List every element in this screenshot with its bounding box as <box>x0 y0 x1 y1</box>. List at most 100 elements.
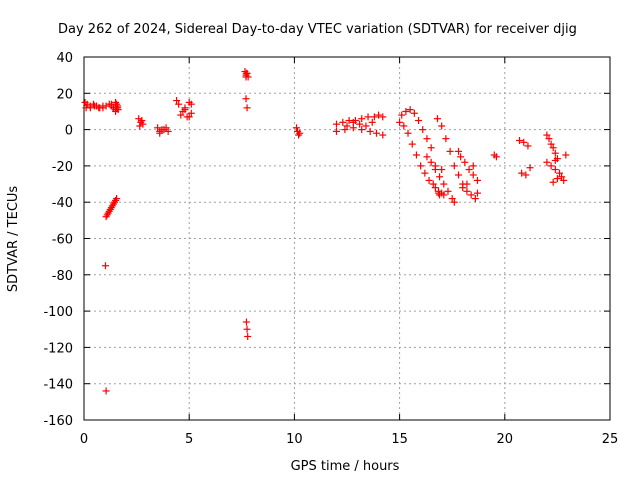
data-point <box>473 176 481 184</box>
data-point <box>99 104 107 112</box>
data-point <box>438 166 446 174</box>
data-point <box>402 107 410 115</box>
x-tick-label: 20 <box>497 432 514 447</box>
data-point <box>429 180 437 188</box>
data-point <box>408 140 416 148</box>
data-point <box>551 166 559 174</box>
y-tick-label: -100 <box>43 305 73 320</box>
data-point <box>114 104 122 112</box>
data-point <box>518 169 526 177</box>
data-point <box>242 69 250 77</box>
data-point <box>463 180 471 188</box>
data-point <box>438 122 446 130</box>
data-point <box>444 187 452 195</box>
y-tick-label: 40 <box>56 51 73 66</box>
data-point <box>551 149 559 157</box>
data-point <box>448 195 456 203</box>
x-tick-label: 0 <box>80 432 88 447</box>
data-point <box>431 166 439 174</box>
data-point <box>296 129 304 137</box>
data-point <box>372 129 380 137</box>
data-point <box>435 187 443 195</box>
x-axis-label: GPS time / hours <box>291 459 400 474</box>
y-tick-label: -20 <box>52 160 73 175</box>
data-point <box>459 184 467 192</box>
data-point <box>187 100 195 108</box>
data-point <box>543 158 551 166</box>
data-point <box>136 122 144 130</box>
x-tick-label: 10 <box>286 432 303 447</box>
data-point <box>455 171 463 179</box>
grid <box>84 57 610 420</box>
data-point <box>516 136 524 144</box>
data-point <box>463 187 471 195</box>
data-point <box>461 158 469 166</box>
data-point <box>427 158 435 166</box>
data-point <box>543 131 551 139</box>
data-point <box>154 124 162 132</box>
data-point <box>431 184 439 192</box>
data-point <box>358 126 366 134</box>
data-point <box>406 106 414 114</box>
x-tick-label: 5 <box>185 432 193 447</box>
data-point <box>173 97 181 105</box>
data-point <box>345 117 353 125</box>
data-point <box>356 120 364 128</box>
data-point <box>457 153 465 161</box>
data-point <box>412 151 420 159</box>
data-point <box>556 169 564 177</box>
data-point <box>156 127 164 135</box>
data-point <box>421 169 429 177</box>
data-point <box>545 135 553 143</box>
data-points <box>81 68 570 395</box>
data-point <box>465 166 473 174</box>
data-point <box>547 140 555 148</box>
data-point <box>436 173 444 181</box>
data-point <box>362 122 370 130</box>
data-point <box>175 100 183 108</box>
data-point <box>410 109 418 117</box>
data-point <box>442 135 450 143</box>
chart-title: Day 262 of 2024, Sidereal Day-to-day VTE… <box>58 22 577 37</box>
data-point <box>295 131 303 139</box>
data-point <box>467 191 475 199</box>
data-point <box>162 124 170 132</box>
y-axis-label: SDTVAR / TECUs <box>6 186 21 293</box>
data-point <box>560 176 568 184</box>
data-point <box>469 162 477 170</box>
y-tick-label: -160 <box>43 414 73 429</box>
data-point <box>471 195 479 203</box>
data-point <box>520 138 528 146</box>
y-tick-label: -120 <box>43 341 73 356</box>
data-point <box>398 111 406 119</box>
plot-area-border <box>83 56 611 421</box>
data-point <box>440 191 448 199</box>
data-point <box>524 142 532 150</box>
data-point <box>91 102 99 110</box>
data-point <box>86 104 94 112</box>
data-point <box>332 120 340 128</box>
data-point <box>549 178 557 186</box>
data-point <box>341 126 349 134</box>
data-point <box>242 318 250 326</box>
data-point <box>415 117 423 125</box>
data-point <box>549 144 557 152</box>
data-point <box>349 118 357 126</box>
data-point <box>243 325 251 333</box>
data-point <box>396 118 404 126</box>
data-point <box>364 113 372 121</box>
data-point <box>522 171 530 179</box>
data-point <box>446 147 454 155</box>
data-point <box>89 100 97 108</box>
data-point <box>185 113 193 121</box>
data-point <box>425 176 433 184</box>
axis-ticks: 0 5 10 15 20 25 40 20 0 -20 -40 -60 -80 -100 -120 -140 -… <box>43 51 618 447</box>
x-tick-label: 25 <box>602 432 619 447</box>
data-point <box>400 122 408 130</box>
data-point <box>332 127 340 135</box>
data-point <box>243 104 251 112</box>
data-point <box>553 175 561 183</box>
data-point <box>450 198 458 206</box>
data-point <box>419 126 427 134</box>
